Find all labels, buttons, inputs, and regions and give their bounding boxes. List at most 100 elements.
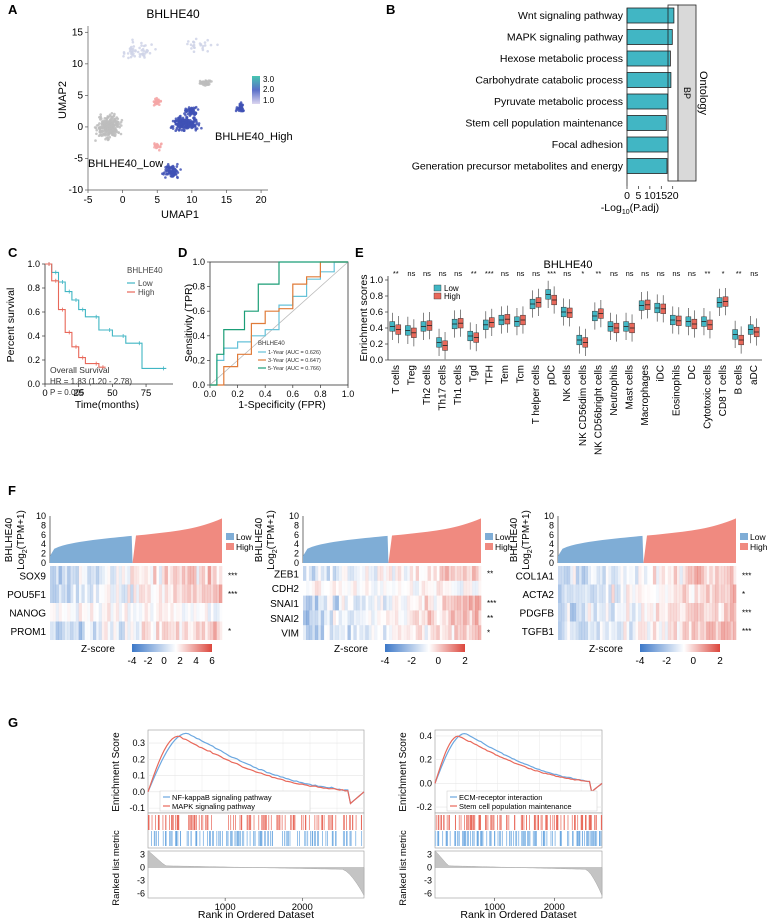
heatmap-cell xyxy=(410,596,413,611)
heatmap-cell xyxy=(383,595,387,611)
heatmap-cell xyxy=(611,566,615,585)
heatmap-cell xyxy=(650,585,653,604)
heatmap-y-tick-label: 10 xyxy=(36,511,46,521)
panel-b-go-bars: Wnt signaling pathway MAPK signaling path… xyxy=(412,4,709,216)
heatmap-cell xyxy=(712,621,716,640)
heatmap-significance: * xyxy=(487,629,490,638)
heatmap-cell xyxy=(688,566,692,585)
heatmap-cell xyxy=(158,603,163,622)
umap-point xyxy=(114,121,118,124)
heatmap-cell xyxy=(362,595,366,611)
heatmap-cell xyxy=(156,621,160,640)
roc-legend-3: 5-Year (AUC = 0.766) xyxy=(268,366,321,372)
umap-point xyxy=(206,50,209,53)
heatmap-cell xyxy=(730,584,734,603)
gsea-y-tick-label: 0.4 xyxy=(419,731,432,741)
heatmap-cell xyxy=(685,566,689,585)
heatmap-cell xyxy=(602,584,606,603)
heatmap-cell xyxy=(311,595,316,611)
heatmap-cell xyxy=(561,621,565,640)
heatmap-significance: *** xyxy=(228,590,237,599)
heatmap-cell xyxy=(204,566,208,585)
heatmap-cell xyxy=(124,566,128,585)
heatmap-cell xyxy=(644,585,647,604)
heatmap-cell xyxy=(365,610,368,625)
heatmap-cell xyxy=(150,603,154,622)
umap-point xyxy=(195,120,198,124)
heatmap-cell xyxy=(415,595,419,611)
heatmap-ylabel-main: Log xyxy=(266,553,277,570)
umap-point xyxy=(103,124,106,127)
heatmap-cell xyxy=(587,603,591,622)
heatmap-cell xyxy=(584,621,588,640)
heatmap-cell xyxy=(124,603,128,622)
heatmap-cell xyxy=(161,584,165,603)
gsea-panel: 0.4 0.2 0.0 -0.2 ECM-receptor interactionSte… xyxy=(398,729,603,921)
heatmap-cell xyxy=(204,621,208,640)
heatmap-cell xyxy=(368,625,372,640)
umap-point xyxy=(98,122,101,125)
box-category-label: Macrophages xyxy=(640,365,651,426)
heatmap-cell xyxy=(377,581,380,596)
heatmap-cell xyxy=(164,584,168,603)
box-y-tick-label: 0.6 xyxy=(370,307,383,318)
heatmap-y-tick-label: 6 xyxy=(41,530,46,540)
heatmap-cell xyxy=(130,603,133,622)
heatmap-cell xyxy=(179,621,183,640)
gsea-metric-tick: -3 xyxy=(137,876,145,886)
heatmap-cell xyxy=(413,596,416,611)
heatmap-cell xyxy=(187,566,191,585)
heatmap-cell xyxy=(682,566,686,585)
heatmap-cell xyxy=(401,566,404,581)
umap-point xyxy=(107,132,110,135)
heatmap-cell xyxy=(210,621,214,640)
heatmap-cell xyxy=(365,596,368,611)
heatmap-cell xyxy=(50,584,54,603)
heatmap-cell xyxy=(421,610,425,626)
heatmap-cell xyxy=(118,603,122,622)
umap-point xyxy=(171,173,174,177)
umap-point xyxy=(110,125,113,128)
heatmap-ylabel-log: Log2(TPM+1) xyxy=(16,510,29,570)
heatmap-cell xyxy=(207,566,211,585)
heatmap-significance: ** xyxy=(487,614,493,623)
umap-point xyxy=(131,40,135,44)
umap-point xyxy=(118,122,121,126)
heatmap-gene-label: POU5F1 xyxy=(7,590,46,601)
umap-point xyxy=(190,126,194,130)
umap-point xyxy=(171,127,175,130)
umap-point xyxy=(120,124,123,127)
box-category-label: Th2 cells xyxy=(422,365,433,405)
heatmap-cell xyxy=(448,625,452,640)
heatmap-cell xyxy=(164,621,168,640)
gsea-es-curve xyxy=(147,735,365,805)
heatmap-cell xyxy=(147,566,151,585)
heatmap-cell xyxy=(448,566,452,581)
umap-point xyxy=(196,108,200,111)
roc-xlabel: 1-Specificity (FPR) xyxy=(238,399,326,411)
heatmap-cell xyxy=(706,584,710,603)
heatmap-cell xyxy=(436,580,440,596)
go-category-label: Stem cell population maintenance xyxy=(465,118,623,130)
umap-x-tick-label: 10 xyxy=(186,195,198,206)
heatmap-cell xyxy=(64,603,67,622)
heatmap-cell xyxy=(374,580,378,596)
gsea-y-tick-label: 0.2 xyxy=(419,755,432,765)
heatmap-cell xyxy=(380,610,383,625)
panel-label-a: A xyxy=(8,2,18,17)
heatmap-cell xyxy=(581,621,585,640)
umap-point xyxy=(106,138,110,142)
umap-point xyxy=(162,171,166,175)
heatmap-cell xyxy=(478,566,482,581)
heatmap-cell xyxy=(451,625,455,640)
gsea-metric-tick: -6 xyxy=(424,889,432,899)
heatmap-cell xyxy=(581,566,585,585)
heatmap-cell xyxy=(424,580,428,596)
heatmap-cell xyxy=(478,610,482,626)
heatmap-cell xyxy=(442,566,446,581)
heatmap-cell xyxy=(679,566,683,585)
heatmap-cell xyxy=(638,603,642,622)
heatmap-cell xyxy=(193,584,197,603)
heatmap-cell xyxy=(406,625,411,640)
heatmap-cell xyxy=(398,610,401,625)
